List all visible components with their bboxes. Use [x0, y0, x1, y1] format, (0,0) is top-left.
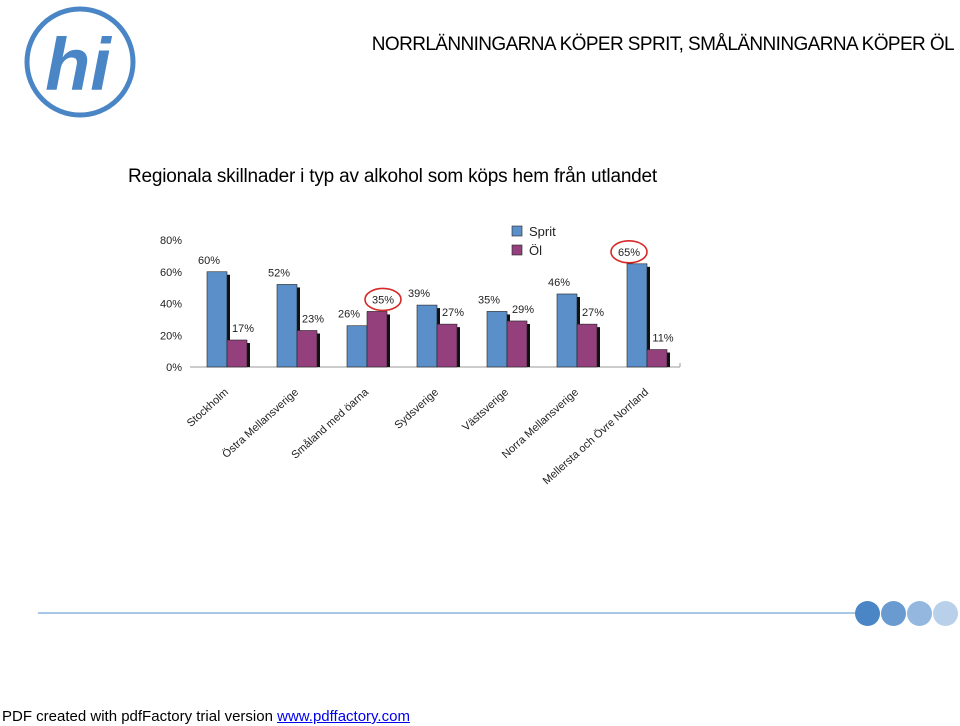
page-title: NORRLÄNNINGARNA KÖPER SPRIT, SMÅLÄNNINGA…: [371, 34, 955, 55]
data-label: 27%: [442, 307, 464, 319]
category-label: Stockholm: [185, 386, 231, 429]
data-label: 17%: [232, 323, 254, 335]
bar-sprit: [556, 293, 578, 368]
data-label: 35%: [372, 294, 394, 306]
bar-ol: [436, 323, 458, 368]
bar-ol: [366, 311, 388, 368]
y-tick-label: 20%: [160, 330, 182, 342]
data-label: 26%: [338, 309, 360, 321]
chart-legend: Sprit Öl: [511, 224, 556, 258]
bar-sprit: [486, 311, 508, 368]
footer-dot: [881, 601, 906, 626]
logo-text: hi: [45, 23, 112, 106]
data-label: 23%: [302, 313, 324, 325]
chart-title: Regionala skillnader i typ av alkohol so…: [128, 166, 657, 187]
y-tick-label: 80%: [160, 235, 182, 247]
data-label: 11%: [652, 333, 673, 345]
data-label: 35%: [478, 294, 500, 306]
footer-dot: [855, 601, 880, 626]
legend-label: Öl: [529, 243, 542, 258]
hi-logo: hi: [24, 6, 136, 118]
logo-ring: [24, 6, 136, 118]
footer-dot: [933, 601, 958, 626]
data-label: 29%: [512, 304, 534, 316]
y-tick-label: 0%: [166, 362, 182, 374]
legend-label: Sprit: [529, 224, 556, 239]
chart-bars: [206, 263, 670, 368]
footer-dot: [907, 601, 932, 626]
highlight-circle: [364, 287, 402, 312]
chart-labels: 60% 17% 52% 23% 26% 35% 39% 27% 35% 29% 46% 27% 65% 1…: [198, 240, 674, 345]
footer-note: PDF created with pdfFactory trial versio…: [2, 708, 410, 725]
bar-ol: [646, 349, 668, 368]
data-label: 65%: [618, 247, 640, 259]
bar-sprit: [416, 304, 438, 368]
data-label: 60%: [198, 255, 220, 267]
legend-swatch: [511, 244, 523, 256]
category-label: Småland med öarna: [289, 386, 371, 462]
category-label: Norra Mellansverige: [500, 386, 581, 461]
category-label: Östra Mellansverige: [220, 386, 301, 460]
y-tick-label: 40%: [160, 299, 182, 311]
data-label: 46%: [548, 277, 570, 289]
bar-sprit: [276, 284, 298, 368]
legend-swatch: [511, 225, 523, 237]
bar-sprit: [346, 325, 368, 368]
data-label: 27%: [582, 307, 604, 319]
bar-sprit: [626, 263, 648, 368]
footer-divider: [38, 612, 858, 614]
data-label: 52%: [268, 267, 290, 279]
bar-sprit: [206, 271, 228, 368]
y-tick-label: 60%: [160, 267, 182, 279]
bar-ol: [576, 323, 598, 368]
footer-text-label: PDF created with pdfFactory trial versio…: [2, 708, 278, 725]
category-label: Sydsverige: [393, 386, 441, 431]
pdffactory-link[interactable]: www.pdffactory.com: [277, 708, 410, 725]
category-label: Västsverige: [460, 386, 511, 433]
data-label: 39%: [408, 288, 430, 300]
bar-ol: [296, 330, 318, 368]
bar-ol: [506, 320, 528, 368]
bar-ol: [226, 339, 248, 368]
highlight-circle: [610, 240, 648, 264]
